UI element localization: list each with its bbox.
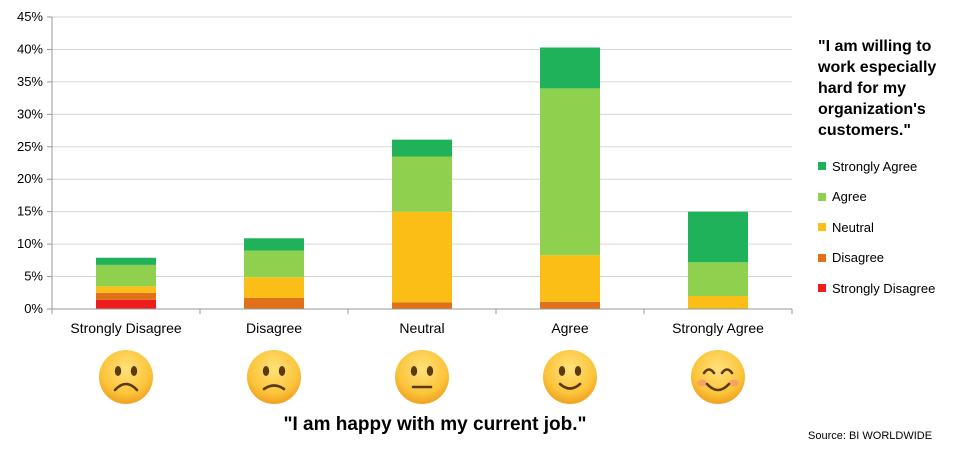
legend-label: Neutral [832, 219, 874, 235]
source-note: Source: BI WORLDWIDE [808, 430, 933, 442]
bar-segment-agree [244, 250, 304, 278]
bar-segment-strongly-disagree [96, 299, 156, 309]
bar-segment-agree [688, 262, 748, 297]
bar-segment-neutral [244, 277, 304, 298]
legend-swatch [818, 223, 826, 231]
bar-segment-disagree [96, 292, 156, 300]
bar-segment-disagree [540, 301, 600, 309]
legend-item: Disagree [818, 250, 884, 266]
y-tick-label: 25% [17, 139, 43, 154]
emoji-row [99, 350, 745, 404]
x-category-label: Strongly Disagree [70, 320, 181, 336]
bar-segment-strongly-agree [688, 211, 748, 263]
bar-segment-disagree [244, 297, 304, 309]
y-tick-label: 45% [17, 9, 43, 24]
x-axis [51, 308, 793, 314]
bar-segment-neutral [392, 211, 452, 303]
legend-label: Strongly Agree [832, 158, 918, 174]
bar-segment-disagree [392, 302, 452, 309]
legend-swatch [818, 253, 826, 262]
y-tick-label: 5% [24, 269, 43, 284]
bar-segment-strongly-agree [392, 139, 452, 157]
frowning-face-icon [99, 350, 153, 404]
bar-segment-strongly-agree [540, 47, 600, 89]
legend-title: "I am willing to work especially hard fo… [818, 38, 937, 139]
bar-segment-neutral [96, 286, 156, 293]
bar-segment-agree [392, 156, 452, 212]
y-axis-ticks: 0% 5% 10% 15% 20% 25% 30% 35% 40% 45% [17, 9, 53, 316]
y-tick-label: 40% [17, 41, 43, 56]
bar-segment-strongly-agree [244, 238, 304, 251]
x-axis-categories: Strongly Disagree Disagree Neutral Agree Str… [70, 320, 764, 336]
legend-item: Agree [818, 189, 867, 205]
x-category-label: Agree [551, 320, 589, 336]
legend-swatch [818, 162, 826, 170]
bar-segment-neutral [540, 255, 600, 302]
legend-label: Agree [832, 189, 867, 204]
y-tick-label: 0% [24, 301, 43, 316]
legend-item: Neutral [818, 219, 874, 235]
y-tick-label: 10% [17, 236, 43, 251]
legend-swatch [818, 284, 826, 292]
slightly-smiling-face-icon [543, 350, 597, 404]
y-tick-label: 15% [17, 204, 43, 219]
legend-label: Strongly Disagree [832, 280, 936, 296]
smiling-face-with-smiling-eyes-icon [691, 350, 745, 404]
legend-item: Strongly Disagree [818, 280, 935, 296]
bars [96, 47, 748, 309]
legend-label: Disagree [832, 250, 885, 265]
x-category-label: Disagree [246, 320, 302, 336]
legend-swatch [818, 192, 826, 201]
x-category-label: Strongly Agree [672, 320, 764, 336]
y-tick-label: 30% [17, 106, 43, 121]
bar-segment-neutral [688, 296, 748, 309]
bar-segment-agree [540, 88, 600, 256]
x-category-label: Neutral [399, 320, 444, 336]
neutral-face-icon [395, 350, 449, 404]
y-tick-label: 20% [17, 171, 43, 186]
y-tick-label: 35% [17, 74, 43, 89]
x-axis-title: "I am happy with my current job." [283, 414, 587, 435]
bar-segment-strongly-agree [96, 257, 156, 265]
slightly-frowning-face-icon [247, 350, 301, 404]
legend-item: Strongly Agree [818, 158, 917, 174]
bar-segment-agree [96, 264, 156, 287]
